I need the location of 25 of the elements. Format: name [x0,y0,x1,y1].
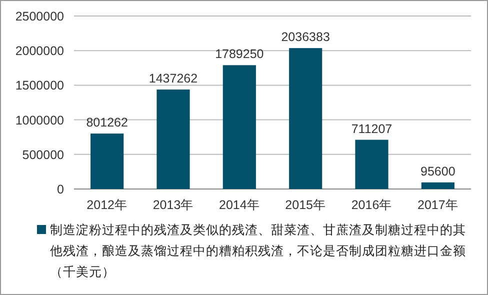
data-label: 711207 [351,122,392,136]
bar [222,65,256,189]
bar [90,134,124,189]
data-label: 2036383 [281,30,330,44]
data-label: 801262 [86,116,128,130]
bar [355,140,388,189]
x-tick-label: 2017年 [418,198,458,212]
y-tick-label: 0 [57,182,64,196]
x-tick-label: 2012年 [86,198,128,212]
y-tick-label: 500000 [22,148,64,162]
bar [156,90,190,189]
x-tick-label: 2015年 [285,198,326,212]
x-tick-label: 2016年 [351,198,392,212]
data-label: 1789250 [215,47,264,62]
data-label: 1437262 [148,72,198,86]
y-tick-label: 1000000 [15,113,64,128]
x-tick-label: 2014年 [219,198,260,212]
y-tick-label: 2000000 [15,44,64,58]
y-tick-label: 2500000 [15,10,64,24]
bar [289,48,322,189]
legend-label: 制造淀粉过程中的残渣及类似的残渣、甜菜渣、甘蔗渣及制糖过程中的其他残渣，酿造及蒸馏过程中的糟粕积残渣，不论是否制成团粒糖进口金额（千美元） [50,223,466,279]
bar [421,182,454,189]
x-tick-label: 2013年 [152,198,194,212]
y-tick-label: 1500000 [15,78,64,93]
data-label: 95600 [420,164,456,178]
